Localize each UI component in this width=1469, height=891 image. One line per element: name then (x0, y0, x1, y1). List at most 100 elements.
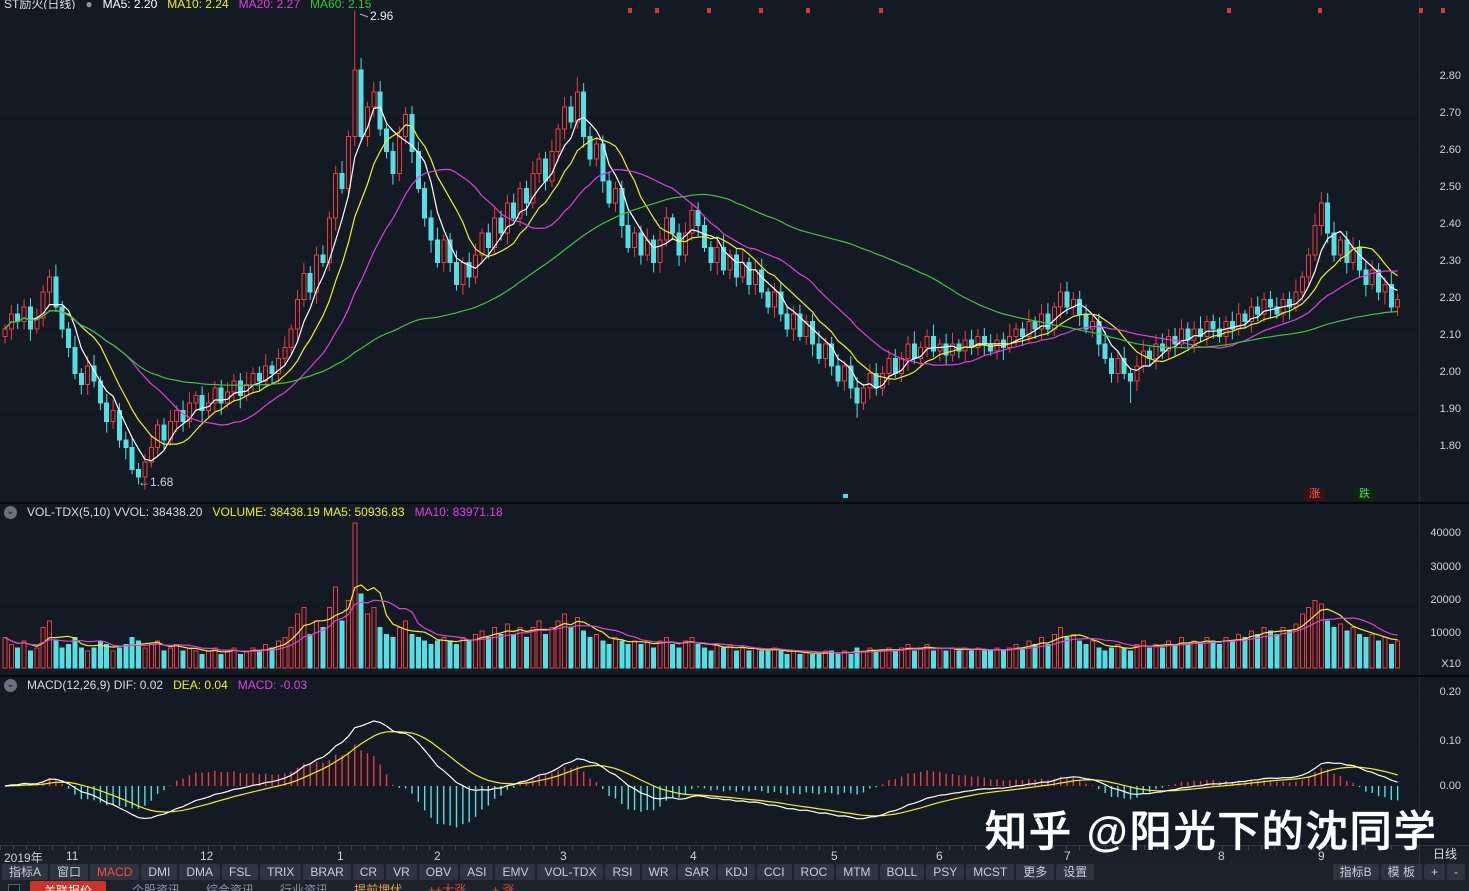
header-segment: ST励火(日线) (4, 0, 76, 9)
x-axis-label: 4 (690, 849, 697, 863)
axis-label: 2.70 (1439, 107, 1461, 119)
volume-chart (0, 522, 1419, 669)
toolbar-right-button[interactable]: 模 板 (1380, 864, 1422, 880)
collapse-pane-icon[interactable]: ⌄ (4, 679, 17, 693)
subrow-item[interactable]: + 涨 (492, 882, 515, 891)
indicator-button-指标a[interactable]: 指标A (2, 864, 49, 880)
link-checkbox[interactable] (8, 884, 20, 891)
red-event-mark (707, 8, 711, 13)
red-event-mark (1227, 8, 1231, 13)
x-axis-label: 2 (434, 849, 441, 863)
indicator-button-kdj[interactable]: KDJ (718, 864, 755, 880)
indicator-button-obv[interactable]: OBV (418, 864, 459, 880)
subrow-item[interactable]: 行业资讯 (280, 882, 329, 891)
header-segment: MACD: -0.03 (237, 678, 308, 692)
axis-label: 20000 (1430, 594, 1461, 606)
pane-divider2 (0, 675, 1469, 677)
red-event-mark (879, 8, 883, 13)
indicator-button-设置[interactable]: 设置 (1056, 864, 1095, 880)
indicator-button-vr[interactable]: VR (386, 864, 417, 880)
header-segment: MACD(12,26,9) DIF: 0.02 (27, 678, 164, 692)
axis-label: 2.20 (1439, 292, 1461, 304)
x-axis-label: 1 (337, 849, 344, 863)
subrow-item[interactable]: 提前埋伏 (354, 882, 403, 891)
low-price-annotation: ←1.68 (138, 475, 174, 489)
indicator-button-窗口[interactable]: 窗口 (50, 864, 89, 880)
indicator-button-wr[interactable]: WR (641, 864, 676, 880)
subrow-item[interactable]: 个股资讯 (132, 882, 181, 891)
indicator-button-asi[interactable]: ASI (460, 864, 494, 880)
toolbar-right-button[interactable]: + (1423, 864, 1445, 880)
indicator-button-brar[interactable]: BRAR (303, 864, 351, 880)
indicator-button-rsi[interactable]: RSI (605, 864, 640, 880)
red-event-mark (1441, 8, 1445, 13)
toolbar-right-button[interactable]: - (1447, 864, 1465, 880)
indicator-button-更多[interactable]: 更多 (1016, 864, 1055, 880)
red-event-mark (1318, 8, 1322, 13)
fall-badge[interactable]: 跌 (1354, 488, 1375, 501)
collapse-pane-icon[interactable]: ⌄ (4, 506, 17, 520)
header-segment: VOLUME: 38438.19 MA5: 50936.83 (212, 505, 405, 519)
axis-label: 10000 (1430, 627, 1461, 639)
axis-label: 40000 (1430, 527, 1461, 539)
indicator-toolbar: 指标A 窗口 MACD DMI DMA FSL TRIX BRAR CR VR OBV ASI EMV V… (0, 863, 1469, 881)
axis-label: 2.40 (1439, 218, 1461, 230)
main-candlestick-chart (0, 10, 1419, 490)
indicator-button-mtm[interactable]: MTM (836, 864, 878, 880)
subrow-item[interactable]: ++大涨 (428, 882, 467, 891)
header-segment: MA20: 2.27 (238, 0, 301, 9)
header-segment: ● (85, 0, 93, 9)
red-event-mark (1419, 8, 1423, 13)
header-segment: VOL-TDX(5,10) VVOL: 38438.20 (27, 505, 203, 519)
red-event-mark (628, 8, 632, 13)
cyan-event-mark (843, 494, 848, 498)
indicator-button-dmi[interactable]: DMI (141, 864, 178, 880)
period-selector[interactable]: 日线 (1419, 846, 1469, 864)
indicator-button-mcst[interactable]: MCST (966, 864, 1015, 880)
indicator-button-roc[interactable]: ROC (793, 864, 835, 880)
red-event-mark (655, 8, 659, 13)
x-axis-label: 8 (1218, 849, 1225, 863)
axis-label: 30000 (1430, 561, 1461, 573)
axis-label: 1.80 (1439, 440, 1461, 452)
x-axis-label: 9 (1318, 849, 1325, 863)
indicator-button-vol-tdx[interactable]: VOL-TDX (537, 864, 604, 880)
axis-label: 2.10 (1439, 329, 1461, 341)
indicator-button-trix[interactable]: TRIX (260, 864, 302, 880)
subrow-item[interactable]: 关联报价 (30, 880, 107, 891)
x-axis-label: 2019年 (4, 851, 43, 865)
subrow-item[interactable]: 综合资讯 (206, 882, 255, 891)
x-axis-ticks (0, 846, 1419, 850)
toolbar-right-button[interactable]: 指标B (1332, 864, 1379, 880)
macd-header: ⌄ MACD(12,26,9) DIF: 0.02 DEA: 0.04 MACD: -… (4, 678, 317, 693)
secondary-toolbar: 关联报价 个股资讯 综合资讯 行业资讯 提前埋伏 ++大涨 + 涨 (0, 880, 1469, 891)
indicator-button-sar[interactable]: SAR (677, 864, 717, 880)
axis-label: 0.20 (1439, 686, 1461, 698)
x-axis-label: 6 (936, 849, 943, 863)
indicator-button-cr[interactable]: CR (352, 864, 385, 880)
axis-label: 2.50 (1439, 181, 1461, 193)
red-event-mark (806, 8, 810, 13)
indicator-button-macd[interactable]: MACD (90, 864, 140, 880)
pane-divider (0, 502, 1469, 504)
axis-label: 2.60 (1439, 144, 1461, 156)
axis-label: 2.30 (1439, 255, 1461, 267)
peak-price-annotation: 2.96 (370, 9, 394, 23)
rise-badge[interactable]: 涨 (1304, 488, 1325, 501)
volume-header: ⌄ VOL-TDX(5,10) VVOL: 38438.20 VOLUME: 384… (4, 505, 513, 520)
x-axis-label: 12 (200, 849, 214, 863)
x-axis-label: 5 (831, 849, 838, 863)
watermark: 知乎 @阳光下的沈同学 (985, 808, 1438, 855)
indicator-button-psy[interactable]: PSY (926, 864, 965, 880)
indicator-button-fsl[interactable]: FSL (222, 864, 259, 880)
indicator-button-dma[interactable]: DMA (179, 864, 221, 880)
axis-label: 0.00 (1439, 780, 1461, 792)
indicator-button-emv[interactable]: EMV (495, 864, 536, 880)
macd-chart (0, 691, 1419, 828)
header-segment: MA60: 2.15 (310, 0, 372, 9)
indicator-button-boll[interactable]: BOLL (879, 864, 925, 880)
indicator-button-cci[interactable]: CCI (756, 864, 792, 880)
x-axis-label: 7 (1064, 849, 1071, 863)
axis-label: 0.10 (1439, 735, 1461, 747)
